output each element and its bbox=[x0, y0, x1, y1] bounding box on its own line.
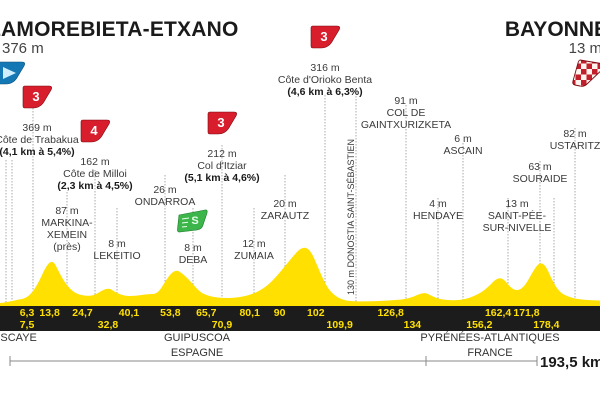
svg-text:3: 3 bbox=[32, 89, 39, 104]
svg-text:S: S bbox=[191, 215, 198, 227]
svg-text:4: 4 bbox=[90, 123, 98, 138]
svg-text:3: 3 bbox=[320, 29, 327, 44]
svg-text:3: 3 bbox=[217, 115, 224, 130]
